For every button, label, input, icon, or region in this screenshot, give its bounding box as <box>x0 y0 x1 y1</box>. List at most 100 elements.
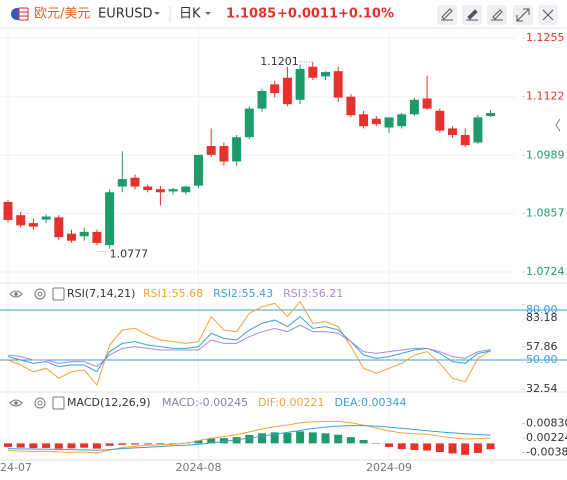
collapse-arrow[interactable] <box>555 118 561 132</box>
period[interactable]: 日K <box>179 7 201 22</box>
header: 欧元/美元 EURUSD 日K 1.1085 +0.0011 +0.10% <box>11 5 558 25</box>
macd-bar <box>4 443 12 447</box>
candle-body <box>346 96 356 116</box>
macd-bar <box>410 443 419 451</box>
settings-center <box>37 400 43 406</box>
low-label: 1.0777 <box>110 248 149 261</box>
candle-body <box>92 231 102 243</box>
macd-bar <box>359 440 368 444</box>
macd-bar <box>346 437 355 444</box>
candle-body <box>397 114 407 127</box>
rsi-title: RSI(7,14,21) <box>67 287 135 300</box>
indicator-line <box>7 300 491 387</box>
candle-body <box>194 154 203 186</box>
candle-body <box>232 137 242 162</box>
settings-center <box>37 291 43 297</box>
legend-entry: RSI1:55.68 <box>143 287 203 300</box>
flag-icon <box>11 7 29 21</box>
macd-bar <box>258 433 266 444</box>
candle-body <box>54 217 64 238</box>
macd-bar <box>105 443 114 446</box>
tool-button[interactable] <box>487 5 507 25</box>
macd-bar <box>423 443 432 451</box>
symbol-dropdown[interactable] <box>154 12 160 15</box>
candle-body <box>359 114 369 127</box>
macd-title: MACD(12,26,9) <box>67 396 151 409</box>
macd-bar <box>385 443 393 447</box>
y-tick-label: 32.54 <box>526 382 558 395</box>
eye-icon[interactable] <box>9 399 23 407</box>
pair-name[interactable]: 欧元/美元 <box>34 7 90 22</box>
candle-body <box>3 201 13 221</box>
macd-bar <box>169 443 178 444</box>
macd-bar <box>92 443 101 449</box>
macd-line <box>7 420 491 454</box>
candle-body <box>79 231 89 237</box>
macd-bar <box>334 434 343 444</box>
candle-body <box>333 71 343 98</box>
macd-bar <box>80 443 89 448</box>
candle-body <box>321 72 330 77</box>
candle-body <box>219 146 229 162</box>
macd-bar <box>16 443 25 448</box>
candle-body <box>409 99 419 115</box>
price-change: +0.0011 <box>277 7 338 22</box>
period-dropdown[interactable] <box>205 12 211 15</box>
y-tick-label: 1.1255 <box>526 31 565 44</box>
legend-entry: DEA:0.00344 <box>335 396 407 409</box>
candle-body <box>422 98 432 109</box>
macd-bar <box>156 443 165 445</box>
indicator-icon[interactable] <box>52 396 65 410</box>
high-label: 1.1201 <box>260 55 299 68</box>
tool-button[interactable] <box>437 5 457 25</box>
macd-bar <box>435 443 444 452</box>
macd-bar <box>42 443 51 448</box>
macd-bar <box>321 433 330 444</box>
candle-body <box>155 189 165 193</box>
macd-bar <box>245 434 254 444</box>
candle-body <box>308 66 318 78</box>
macd-bar <box>54 443 63 449</box>
legend-entry: RSI2:55.43 <box>213 287 273 300</box>
macd-bar <box>29 443 38 449</box>
band-label: 50.00 <box>526 353 558 366</box>
x-tick-label: 2024-09 <box>366 461 412 474</box>
macd-bar <box>473 443 482 453</box>
candle-body <box>257 90 267 109</box>
macd-bar <box>219 438 228 444</box>
candle-body <box>371 118 381 125</box>
eye-icon[interactable] <box>9 290 23 298</box>
candle-body <box>130 177 140 187</box>
price-change-pct: +0.10% <box>338 7 394 22</box>
candle-body <box>435 110 445 131</box>
candle-body <box>41 216 51 220</box>
candle-body <box>448 128 457 136</box>
candle-body <box>384 117 394 128</box>
y-tick-label: 0.00830 <box>526 417 567 430</box>
x-tick-label: 24-07 <box>0 461 32 474</box>
macd-bar <box>448 443 457 454</box>
macd-bar <box>397 443 406 450</box>
candle-body <box>117 179 127 187</box>
candle-body <box>16 215 26 226</box>
y-tick-label: 1.0724 <box>526 265 565 278</box>
macd-bar <box>308 432 317 444</box>
candle-body <box>473 117 483 143</box>
eye-pupil <box>14 401 18 405</box>
indicator-icon[interactable] <box>52 287 65 301</box>
y-tick-label: -0.00382 <box>526 446 567 459</box>
tool-icon <box>441 8 453 21</box>
macd-bar <box>207 438 216 444</box>
legend-entry: RSI3:56.21 <box>283 287 343 300</box>
settings-icon[interactable] <box>34 397 46 409</box>
tool-icon <box>491 9 503 21</box>
macd-bar <box>283 432 292 444</box>
y-tick-label: 1.1122 <box>526 90 565 103</box>
macd-line <box>7 425 491 451</box>
close-icon <box>542 9 554 21</box>
candle-body <box>168 189 178 192</box>
symbol[interactable]: EURUSD <box>98 7 153 22</box>
macd-bar <box>118 443 127 445</box>
settings-icon[interactable] <box>34 288 46 300</box>
